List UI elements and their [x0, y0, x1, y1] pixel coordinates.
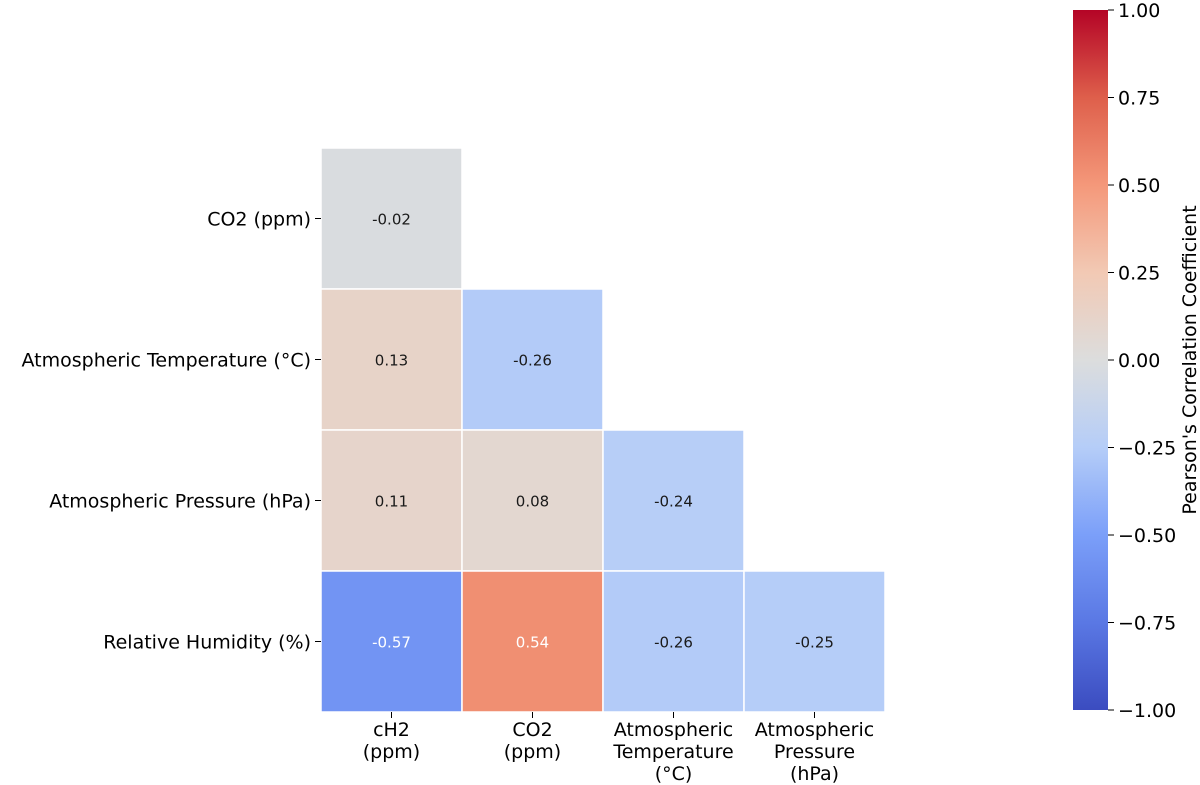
cell-value-label: -0.02 — [372, 211, 411, 229]
x-tick-label: Atmospheric — [755, 719, 874, 741]
heatmap-value-labels: -0.02 0.13 -0.26 0.11 0.08 -0.24 -0.57 0.54 -0.2… — [372, 211, 834, 652]
cell-value-label: -0.26 — [654, 634, 693, 652]
colorbar-label: Pearson's Correlation Coefficient — [1179, 205, 1200, 514]
colorbar-tick-label: 0.25 — [1118, 263, 1160, 285]
cell-value-label: -0.57 — [372, 634, 411, 652]
heatmap-cells — [320, 147, 886, 713]
heatmap-cell — [320, 147, 463, 290]
heatmap-cell — [743, 570, 886, 713]
cell-value-label: -0.25 — [795, 634, 834, 652]
y-tick-label: Atmospheric Pressure (hPa) — [49, 491, 311, 513]
colorbar-tick-label: 0.00 — [1118, 350, 1160, 372]
cell-value-label: 0.08 — [516, 493, 549, 511]
y-tick-label: Atmospheric Temperature (°C) — [22, 350, 312, 372]
x-tick-label: Temperature — [612, 741, 733, 763]
heatmap-cell — [320, 429, 463, 572]
colorbar-tick-label: −0.50 — [1118, 525, 1176, 547]
x-tick-label: (ppm) — [504, 741, 561, 763]
colorbar-tick-label: 0.50 — [1118, 175, 1160, 197]
x-tick-label: cH2 — [373, 719, 410, 741]
heatmap-cell — [602, 429, 745, 572]
colorbar-tick-label: −1.00 — [1118, 700, 1176, 722]
colorbar-tick-label: 0.75 — [1118, 88, 1160, 110]
x-tick-label: (hPa) — [790, 763, 839, 785]
y-tick-label: Relative Humidity (%) — [103, 632, 311, 654]
colorbar-ticks: 1.00 0.75 0.50 0.25 0.00 −0.25 −0.50 −0.75 −1.00 — [1108, 0, 1176, 722]
colorbar-tick-label: −0.75 — [1118, 613, 1176, 635]
colorbar-tick-label: 1.00 — [1118, 0, 1160, 22]
colorbar-tick-label: −0.25 — [1118, 438, 1176, 460]
heatmap-cell — [461, 429, 604, 572]
heatmap-cell — [320, 288, 463, 431]
cell-value-label: 0.11 — [375, 493, 408, 511]
colorbar-gradient — [1073, 10, 1108, 710]
heatmap-cell — [461, 288, 604, 431]
y-axis-tick-labels: CO2 (ppm) Atmospheric Temperature (°C) Atm… — [22, 209, 321, 654]
x-tick-label: (°C) — [655, 763, 693, 785]
x-tick-label: Atmospheric — [614, 719, 733, 741]
cell-value-label: -0.26 — [513, 352, 552, 370]
x-axis-tick-labels: cH2(ppm)CO2(ppm)AtmosphericTemperature(°… — [363, 712, 874, 785]
x-tick-label: (ppm) — [363, 741, 420, 763]
heatmap-cell — [461, 570, 604, 713]
y-tick-label: CO2 (ppm) — [207, 209, 311, 231]
colorbar: 1.00 0.75 0.50 0.25 0.00 −0.25 −0.50 −0.75 −1.00… — [1073, 0, 1200, 722]
cell-value-label: 0.54 — [516, 634, 549, 652]
x-tick-label: CO2 — [512, 719, 552, 741]
x-tick-label: Pressure — [774, 741, 855, 763]
cell-value-label: 0.13 — [375, 352, 408, 370]
cell-value-label: -0.24 — [654, 493, 693, 511]
